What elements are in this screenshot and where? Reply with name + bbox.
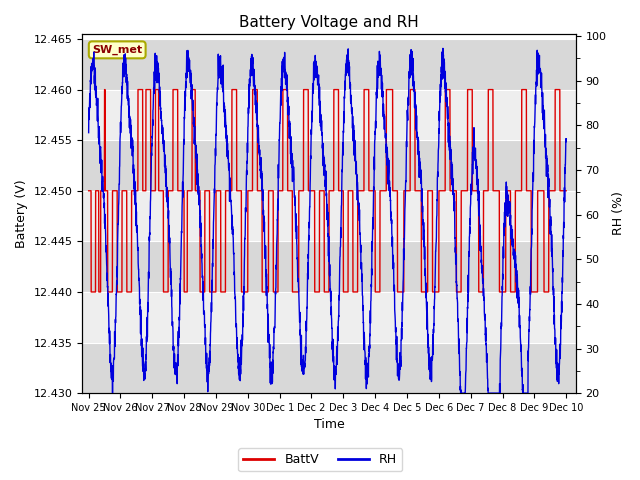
Bar [83,90,576,140]
Bar [83,39,576,90]
X-axis label: Time: Time [314,419,344,432]
Bar [83,191,576,241]
Bar [83,241,576,292]
Bar [83,292,576,343]
Title: Battery Voltage and RH: Battery Voltage and RH [239,15,419,30]
Y-axis label: Battery (V): Battery (V) [15,179,28,248]
Y-axis label: RH (%): RH (%) [612,192,625,236]
Text: SW_met: SW_met [92,45,142,55]
Legend: BattV, RH: BattV, RH [238,448,402,471]
Bar [83,343,576,393]
Bar [83,140,576,191]
